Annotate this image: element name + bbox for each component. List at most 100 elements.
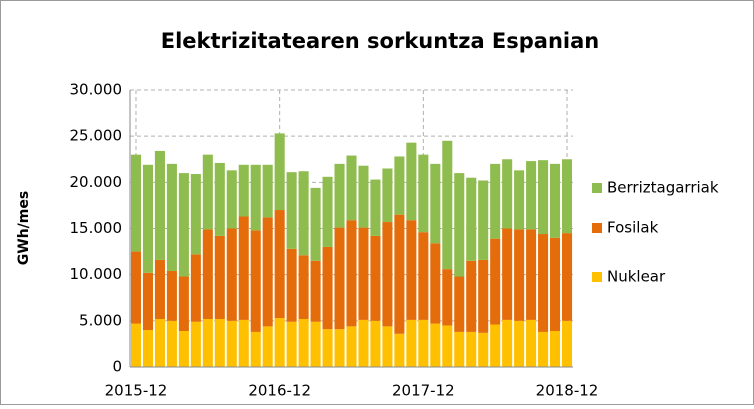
bar-segment — [166, 163, 177, 271]
bar-segment — [430, 163, 441, 244]
y-tick-label: 20.000 — [70, 173, 123, 191]
bar-segment — [190, 254, 201, 322]
bar-segment — [418, 154, 429, 233]
bar-segment — [526, 161, 537, 230]
bar-segment — [298, 318, 309, 367]
x-tick-label: 2018-12 — [536, 382, 599, 400]
bar-segment — [478, 332, 489, 367]
bar-segment — [346, 155, 357, 221]
bar-segment — [370, 179, 381, 236]
bar-segment — [238, 164, 249, 217]
bar-segment — [310, 260, 321, 322]
bar-segment — [130, 251, 142, 324]
y-axis-label: GWh/mes — [16, 191, 32, 265]
bar-segment — [561, 233, 573, 321]
bar-segment — [394, 214, 405, 334]
bar-segment — [214, 318, 225, 367]
bar-segment — [550, 330, 561, 367]
bar-segment — [154, 150, 165, 260]
bar-segment — [561, 159, 573, 234]
bar-segment — [358, 165, 369, 228]
bar-segment — [274, 318, 285, 367]
bar-segment — [286, 321, 297, 367]
y-tick-label: 30.000 — [70, 81, 123, 99]
bar-segment — [178, 276, 189, 331]
bar-segment — [202, 229, 213, 319]
bar-segment — [142, 272, 153, 331]
bar-segment — [538, 234, 549, 332]
bar-segment — [142, 164, 153, 273]
y-tick-label: 0 — [112, 358, 122, 376]
bar-segment — [310, 321, 321, 367]
bar-segment — [418, 319, 429, 367]
bar-segment — [358, 319, 369, 367]
bar-segment — [334, 163, 345, 228]
bar-segment — [286, 248, 297, 322]
bar-segment — [130, 323, 142, 367]
bar-segment — [442, 269, 453, 326]
bar-segment — [298, 171, 309, 256]
bar-segment — [454, 173, 465, 277]
bar-segment — [406, 319, 417, 367]
bar-segment — [154, 259, 165, 319]
bar-segment — [202, 318, 213, 367]
x-tick-label: 2017-12 — [392, 382, 455, 400]
bar-segment — [226, 320, 237, 367]
bar-segment — [442, 140, 453, 270]
bar-segment — [502, 319, 513, 367]
bar-segment — [478, 259, 489, 333]
bar-segment — [250, 164, 261, 231]
bar-segment — [454, 276, 465, 332]
bar-segment — [142, 330, 153, 367]
legend-swatch — [592, 183, 602, 193]
bar-segment — [274, 210, 285, 319]
bar-segment — [550, 163, 561, 238]
bar-segment — [418, 232, 429, 320]
legend-label: Fosilak — [607, 219, 659, 237]
bar-segment — [178, 173, 189, 277]
bar-segment — [430, 243, 441, 324]
bar-segment — [358, 227, 369, 320]
bar-segment — [250, 331, 261, 367]
x-tick-label: 2016-12 — [248, 382, 311, 400]
bar-segment — [490, 163, 501, 239]
bar-segment — [514, 320, 525, 367]
bar-segment — [250, 230, 261, 332]
bar-segment — [550, 237, 561, 331]
bar-segment — [310, 187, 321, 261]
bar-segment — [514, 170, 525, 230]
bar-segment — [334, 329, 345, 367]
bar-segment — [478, 180, 489, 260]
bar-segment — [382, 326, 393, 367]
y-tick-label: 25.000 — [70, 127, 123, 145]
bar-segment — [466, 260, 477, 332]
bar-segment — [166, 270, 177, 321]
bar-segment — [502, 228, 513, 320]
bar-segment — [406, 142, 417, 221]
y-tick-label: 15.000 — [70, 219, 123, 237]
bar-segment — [202, 154, 213, 230]
bar-segment — [238, 319, 249, 367]
legend-swatch — [592, 223, 602, 233]
bar-segment — [226, 170, 237, 229]
legend-label: Nuklear — [607, 268, 666, 286]
bar-segment — [190, 321, 201, 367]
bar-segment — [490, 238, 501, 325]
bar-segment — [322, 246, 333, 330]
y-tick-label: 10.000 — [70, 265, 123, 283]
bar-segment — [274, 133, 285, 211]
bar-segment — [262, 164, 273, 218]
x-tick-label: 2015-12 — [105, 382, 168, 400]
bar-segment — [370, 320, 381, 367]
bar-segment — [526, 319, 537, 367]
bar-segment — [430, 323, 441, 367]
bar-segment — [214, 235, 225, 319]
bar-segment — [406, 220, 417, 320]
bar-segment — [214, 162, 225, 236]
bar-segment — [178, 330, 189, 367]
bar-segment — [262, 326, 273, 367]
legend-swatch — [592, 272, 602, 282]
bar-segment — [382, 222, 393, 327]
bar-segment — [346, 220, 357, 327]
